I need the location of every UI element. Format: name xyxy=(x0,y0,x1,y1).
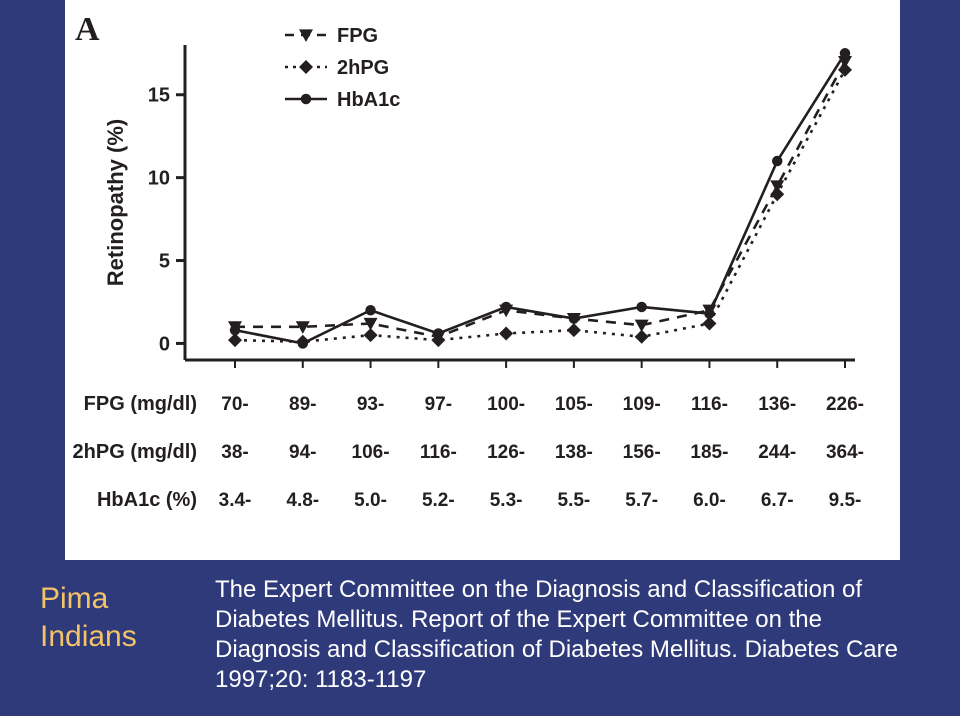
table-cell: 116- xyxy=(691,394,728,415)
marker-diamond xyxy=(364,328,378,342)
series-line xyxy=(235,53,845,343)
table-cell: 136- xyxy=(758,394,796,415)
y-tick-label: 15 xyxy=(148,85,170,107)
marker-circle xyxy=(301,94,312,105)
table-cell: 97- xyxy=(425,394,452,415)
panel-letter: A xyxy=(75,11,100,48)
marker-circle xyxy=(230,325,241,336)
figure-panel: A 0 5 10 15 Retinopathy (%) FPG 2hPG HbA1c FPG (m… xyxy=(65,0,900,560)
table-cell: 226- xyxy=(826,394,864,415)
table-cell: 38- xyxy=(221,442,248,463)
marker-circle xyxy=(365,305,376,316)
table-cell: 9.5- xyxy=(829,490,862,511)
marker-diamond xyxy=(635,330,649,344)
table-row-header: 2hPG (mg/dl) xyxy=(73,441,197,463)
chart-svg: A 0 5 10 15 Retinopathy (%) FPG 2hPG HbA1c FPG (m… xyxy=(65,0,900,560)
marker-circle xyxy=(501,302,512,313)
marker-diamond xyxy=(299,60,313,74)
table-cell: 116- xyxy=(420,442,457,463)
table-cell: 105- xyxy=(555,394,593,415)
table-cell: 5.7- xyxy=(625,490,658,511)
caption-left-line1: Pima xyxy=(40,580,200,618)
table-cell: 4.8- xyxy=(286,490,319,511)
table-cell: 5.3- xyxy=(490,490,523,511)
marker-circle xyxy=(772,156,783,167)
table-cell: 106- xyxy=(352,442,390,463)
table-cell: 126- xyxy=(487,442,525,463)
table-row-header: HbA1c (%) xyxy=(97,489,197,511)
series-line xyxy=(235,70,845,342)
marker-diamond xyxy=(838,63,852,77)
caption-left-line2: Indians xyxy=(40,618,200,656)
table-cell: 5.0- xyxy=(354,490,387,511)
table-cell: 185- xyxy=(690,442,728,463)
y-tick-label: 10 xyxy=(148,168,170,190)
table-cell: 93- xyxy=(357,394,384,415)
table-cell: 94- xyxy=(289,442,316,463)
marker-circle xyxy=(298,338,309,349)
marker-diamond xyxy=(567,323,581,337)
marker-circle xyxy=(433,328,444,339)
y-axis-label: Retinopathy (%) xyxy=(103,119,128,286)
marker-diamond xyxy=(770,187,784,201)
table-cell: 138- xyxy=(555,442,593,463)
marker-circle xyxy=(569,313,580,324)
table-cell: 6.0- xyxy=(693,490,726,511)
table-cell: 244- xyxy=(758,442,796,463)
marker-circle xyxy=(840,48,851,59)
marker-circle xyxy=(704,308,715,319)
legend-label: 2hPG xyxy=(337,57,389,79)
table-cell: 89- xyxy=(289,394,316,415)
y-tick-label: 0 xyxy=(159,333,170,355)
caption-left: Pima Indians xyxy=(40,580,200,655)
table-cell: 100- xyxy=(487,394,525,415)
caption-right: The Expert Committee on the Diagnosis an… xyxy=(215,575,915,695)
legend-label: HbA1c xyxy=(337,89,400,111)
slide: A 0 5 10 15 Retinopathy (%) FPG 2hPG HbA1c FPG (m… xyxy=(0,0,960,716)
table-cell: 6.7- xyxy=(761,490,794,511)
table-cell: 156- xyxy=(623,442,661,463)
table-cell: 364- xyxy=(826,442,864,463)
table-cell: 109- xyxy=(623,394,661,415)
legend-label: FPG xyxy=(337,25,378,47)
table-row-header: FPG (mg/dl) xyxy=(84,393,197,415)
table-cell: 70- xyxy=(221,394,248,415)
table-cell: 3.4- xyxy=(219,490,252,511)
y-tick-label: 5 xyxy=(159,251,170,273)
table-cell: 5.2- xyxy=(422,490,455,511)
marker-circle xyxy=(636,302,647,313)
series-line xyxy=(235,62,845,337)
marker-diamond xyxy=(499,326,513,340)
table-cell: 5.5- xyxy=(558,490,591,511)
